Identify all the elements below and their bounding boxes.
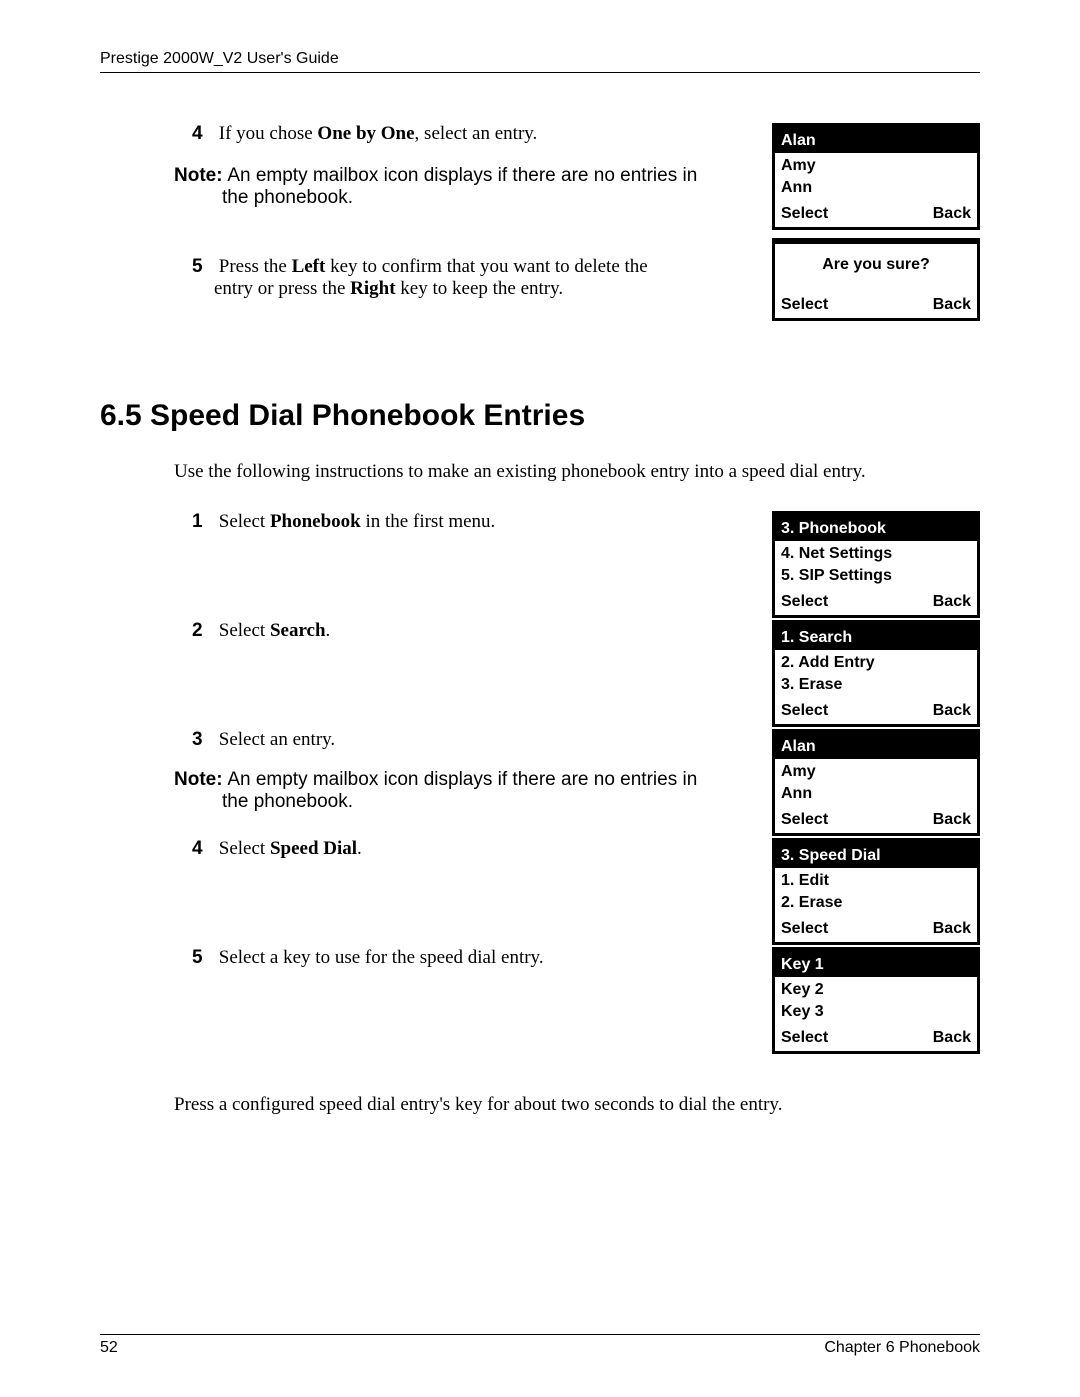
screen-highlight: 3. Speed Dial	[775, 844, 977, 868]
running-footer: 52 Chapter 6 Phonebook	[100, 1334, 980, 1357]
softkey-select: Select	[781, 920, 828, 938]
phone-screen-contacts-2: Alan Amy Ann Select Back	[772, 729, 980, 836]
step-number: 4	[192, 123, 214, 145]
screen-line: Key 3	[781, 1001, 971, 1023]
softkey-back: Back	[933, 702, 971, 720]
screen-line: Ann	[781, 177, 971, 199]
softkey-select: Select	[781, 296, 828, 314]
chapter-label: Chapter 6 Phonebook	[824, 1339, 980, 1357]
softkey-select: Select	[781, 811, 828, 829]
note-step3: Note: An empty mailbox icon displays if …	[100, 769, 768, 813]
step-number: 5	[192, 256, 214, 278]
top-block-2: 5 Press the Left key to confirm that you…	[100, 238, 980, 321]
screen-line: 1. Edit	[781, 870, 971, 892]
step-5b: 5 Select a key to use for the speed dial…	[100, 947, 768, 969]
screen-highlight: 3. Phonebook	[775, 517, 977, 541]
step-2-row: 2 Select Search. 1. Search 2. Add Entry …	[100, 620, 980, 727]
phone-screen-speed-dial: 3. Speed Dial 1. Edit 2. Erase Select Ba…	[772, 838, 980, 945]
page-number: 52	[100, 1339, 118, 1357]
softkey-select: Select	[781, 702, 828, 720]
phone-screen-menu-phonebook: 3. Phonebook 4. Net Settings 5. SIP Sett…	[772, 511, 980, 618]
screen-line: Ann	[781, 783, 971, 805]
softkey-select: Select	[781, 1029, 828, 1047]
step-4b: 4 Select Speed Dial.	[100, 838, 768, 860]
softkey-back: Back	[933, 296, 971, 314]
note-label: Note:	[174, 769, 223, 790]
step-1: 1 Select Phonebook in the first menu.	[100, 511, 768, 533]
section-heading: 6.5 Speed Dial Phonebook Entries	[100, 399, 980, 433]
screen-line: Amy	[781, 155, 971, 177]
softkey-back: Back	[933, 593, 971, 611]
screen-highlight: Key 1	[775, 953, 977, 977]
step-number: 4	[192, 838, 214, 860]
step-2: 2 Select Search.	[100, 620, 768, 642]
footer-rule	[100, 1334, 980, 1335]
top-block-1: 4 If you chose One by One, select an ent…	[100, 123, 980, 230]
screen-line: 4. Net Settings	[781, 543, 971, 565]
running-header: Prestige 2000W_V2 User's Guide	[100, 50, 980, 73]
softkey-back: Back	[933, 920, 971, 938]
screen-highlight: 1. Search	[775, 626, 977, 650]
screen-line: 2. Erase	[781, 892, 971, 914]
page-content: 4 If you chose One by One, select an ent…	[100, 123, 980, 1116]
screen-highlight: Alan	[775, 735, 977, 759]
note-label: Note:	[174, 165, 223, 186]
softkey-back: Back	[933, 205, 971, 223]
softkey-back: Back	[933, 1029, 971, 1047]
step-4-row: 4 Select Speed Dial. 3. Speed Dial 1. Ed…	[100, 838, 980, 945]
screen-line: 5. SIP Settings	[781, 565, 971, 587]
section-intro: Use the following instructions to make a…	[174, 461, 980, 483]
phone-screen-key: Key 1 Key 2 Key 3 Select Back	[772, 947, 980, 1054]
screen-line: 3. Erase	[781, 674, 971, 696]
phone-screen-menu-search: 1. Search 2. Add Entry 3. Erase Select B…	[772, 620, 980, 727]
phone-screen-confirm: Are you sure? Select Back	[772, 238, 980, 321]
softkey-select: Select	[781, 205, 828, 223]
section-outro: Press a configured speed dial entry's ke…	[174, 1094, 980, 1116]
screen-highlight: Alan	[775, 129, 977, 153]
screen-confirm-text: Are you sure?	[775, 244, 977, 292]
header-title: Prestige 2000W_V2 User's Guide	[100, 50, 980, 68]
step-5-row: 5 Select a key to use for the speed dial…	[100, 947, 980, 1054]
step-3-row: 3 Select an entry. Note: An empty mailbo…	[100, 729, 980, 836]
phone-screen-contacts: Alan Amy Ann Select Back	[772, 123, 980, 230]
step-number: 5	[192, 947, 214, 969]
screen-line: 2. Add Entry	[781, 652, 971, 674]
step-number: 2	[192, 620, 214, 642]
softkey-back: Back	[933, 811, 971, 829]
step-number: 3	[192, 729, 214, 751]
screen-line: Amy	[781, 761, 971, 783]
step-3: 3 Select an entry.	[100, 729, 768, 751]
softkey-select: Select	[781, 593, 828, 611]
step-4: 4 If you chose One by One, select an ent…	[100, 123, 768, 145]
screen-line: Key 2	[781, 979, 971, 1001]
note-top: Note: An empty mailbox icon displays if …	[100, 165, 768, 209]
header-rule	[100, 72, 980, 73]
step-1-row: 1 Select Phonebook in the first menu. 3.…	[100, 511, 980, 618]
step-number: 1	[192, 511, 214, 533]
step-5: 5 Press the Left key to confirm that you…	[100, 256, 768, 300]
